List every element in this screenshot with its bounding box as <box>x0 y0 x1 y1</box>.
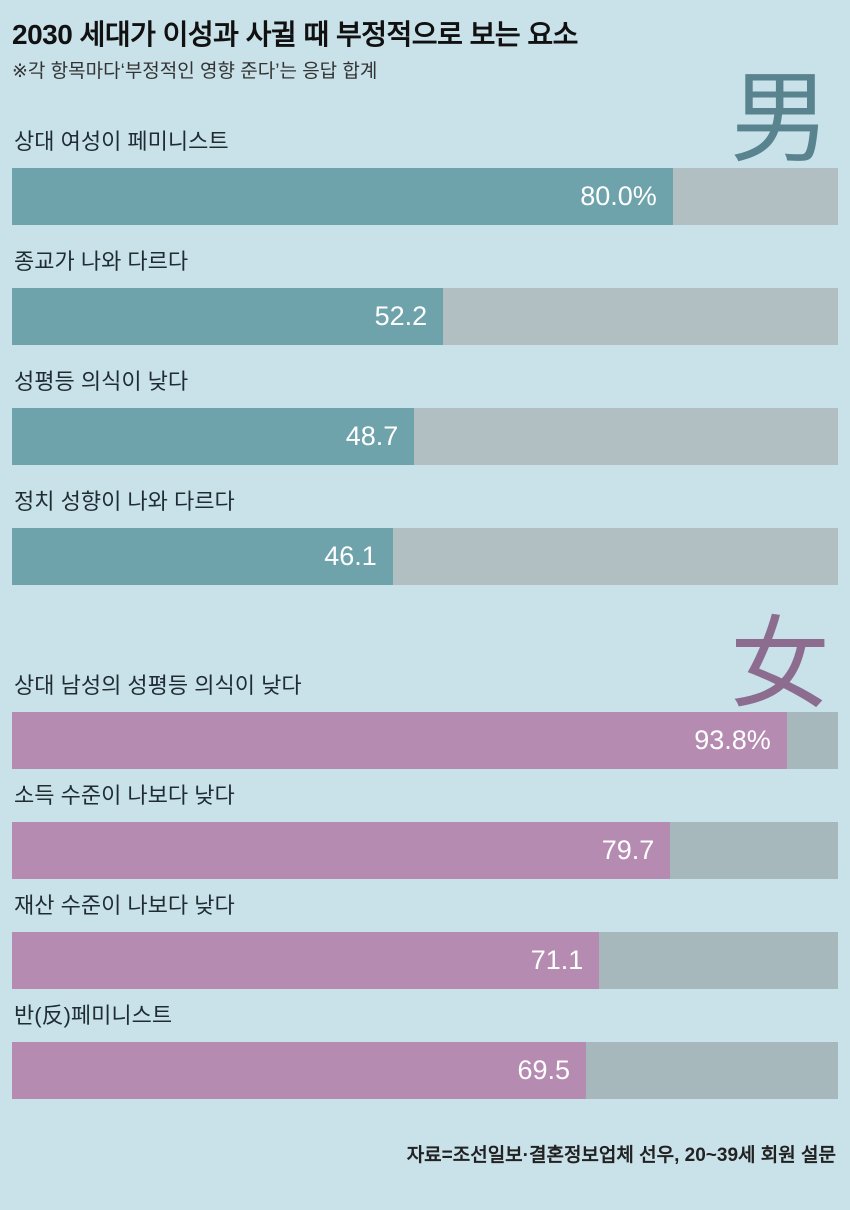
bar-category-label: 상대 남성의 성평등 의식이 낮다 <box>14 673 302 698</box>
bar-row: 성평등 의식이 낮다 48.7 <box>12 369 838 465</box>
female-section: 女 상대 남성의 성평등 의식이 낮다 93.8% 소득 수준이 나보다 낮다 … <box>12 615 838 1099</box>
bar-category-label: 반(反)페미니스트 <box>14 1003 173 1028</box>
male-section: 男 상대 여성이 페미니스트 80.0% 종교가 나와 다르다 52.2 성평등… <box>12 69 838 585</box>
bar-row: 상대 여성이 페미니스트 80.0% <box>12 129 838 225</box>
bar-value: 48.7 <box>345 421 399 451</box>
bar-category-label: 정치 성향이 나와 다르다 <box>14 489 235 514</box>
bar-track: 79.7 <box>12 822 838 879</box>
bar-row: 상대 남성의 성평등 의식이 낮다 93.8% <box>12 673 838 769</box>
data-source-note: 자료=조선일보·결혼정보업체 선우, 20~39세 회원 설문 <box>406 1145 836 1166</box>
bar-value: 80.0% <box>580 181 657 211</box>
bar-fill: 93.8% <box>12 712 787 769</box>
bar-fill: 71.1 <box>12 932 600 989</box>
bar-track: 46.1 <box>12 528 838 585</box>
bar-track: 80.0% <box>12 168 838 225</box>
bar-value: 52.2 <box>374 301 428 331</box>
bar-fill: 48.7 <box>12 408 415 465</box>
female-bar-rows: 상대 남성의 성평등 의식이 낮다 93.8% 소득 수준이 나보다 낮다 79… <box>12 673 838 1099</box>
bar-row: 정치 성향이 나와 다르다 46.1 <box>12 489 838 585</box>
page-subtitle: ※각 항목마다‘부정적인 영향 준다’는 응답 합계 <box>12 61 378 82</box>
bar-row: 종교가 나와 다르다 52.2 <box>12 249 838 345</box>
bar-value: 46.1 <box>324 541 377 571</box>
male-bar-rows: 상대 여성이 페미니스트 80.0% 종교가 나와 다르다 52.2 성평등 의… <box>12 129 838 585</box>
bar-track: 52.2 <box>12 288 838 345</box>
bar-fill: 79.7 <box>12 822 671 879</box>
bar-value: 69.5 <box>517 1055 571 1085</box>
bar-value: 71.1 <box>530 945 584 975</box>
bar-track: 69.5 <box>12 1042 838 1099</box>
bar-row: 반(反)페미니스트 69.5 <box>12 1003 838 1099</box>
bar-category-label: 상대 여성이 페미니스트 <box>14 129 229 154</box>
bar-fill: 80.0% <box>12 168 673 225</box>
page-title: 2030 세대가 이성과 사귈 때 부정적으로 보는 요소 <box>12 19 578 50</box>
bar-track: 71.1 <box>12 932 838 989</box>
bar-fill: 52.2 <box>12 288 444 345</box>
bar-row: 재산 수준이 나보다 낮다 71.1 <box>12 893 838 989</box>
bar-fill: 69.5 <box>12 1042 587 1099</box>
bar-track: 48.7 <box>12 408 838 465</box>
bar-track: 93.8% <box>12 712 838 769</box>
bar-category-label: 재산 수준이 나보다 낮다 <box>14 893 235 918</box>
bar-fill: 46.1 <box>12 528 393 585</box>
bar-row: 소득 수준이 나보다 낮다 79.7 <box>12 783 838 879</box>
bar-category-label: 성평등 의식이 낮다 <box>14 369 189 394</box>
bar-category-label: 소득 수준이 나보다 낮다 <box>14 783 235 808</box>
bar-value: 93.8% <box>694 725 771 755</box>
bar-category-label: 종교가 나와 다르다 <box>14 249 189 274</box>
bar-value: 79.7 <box>601 835 655 865</box>
